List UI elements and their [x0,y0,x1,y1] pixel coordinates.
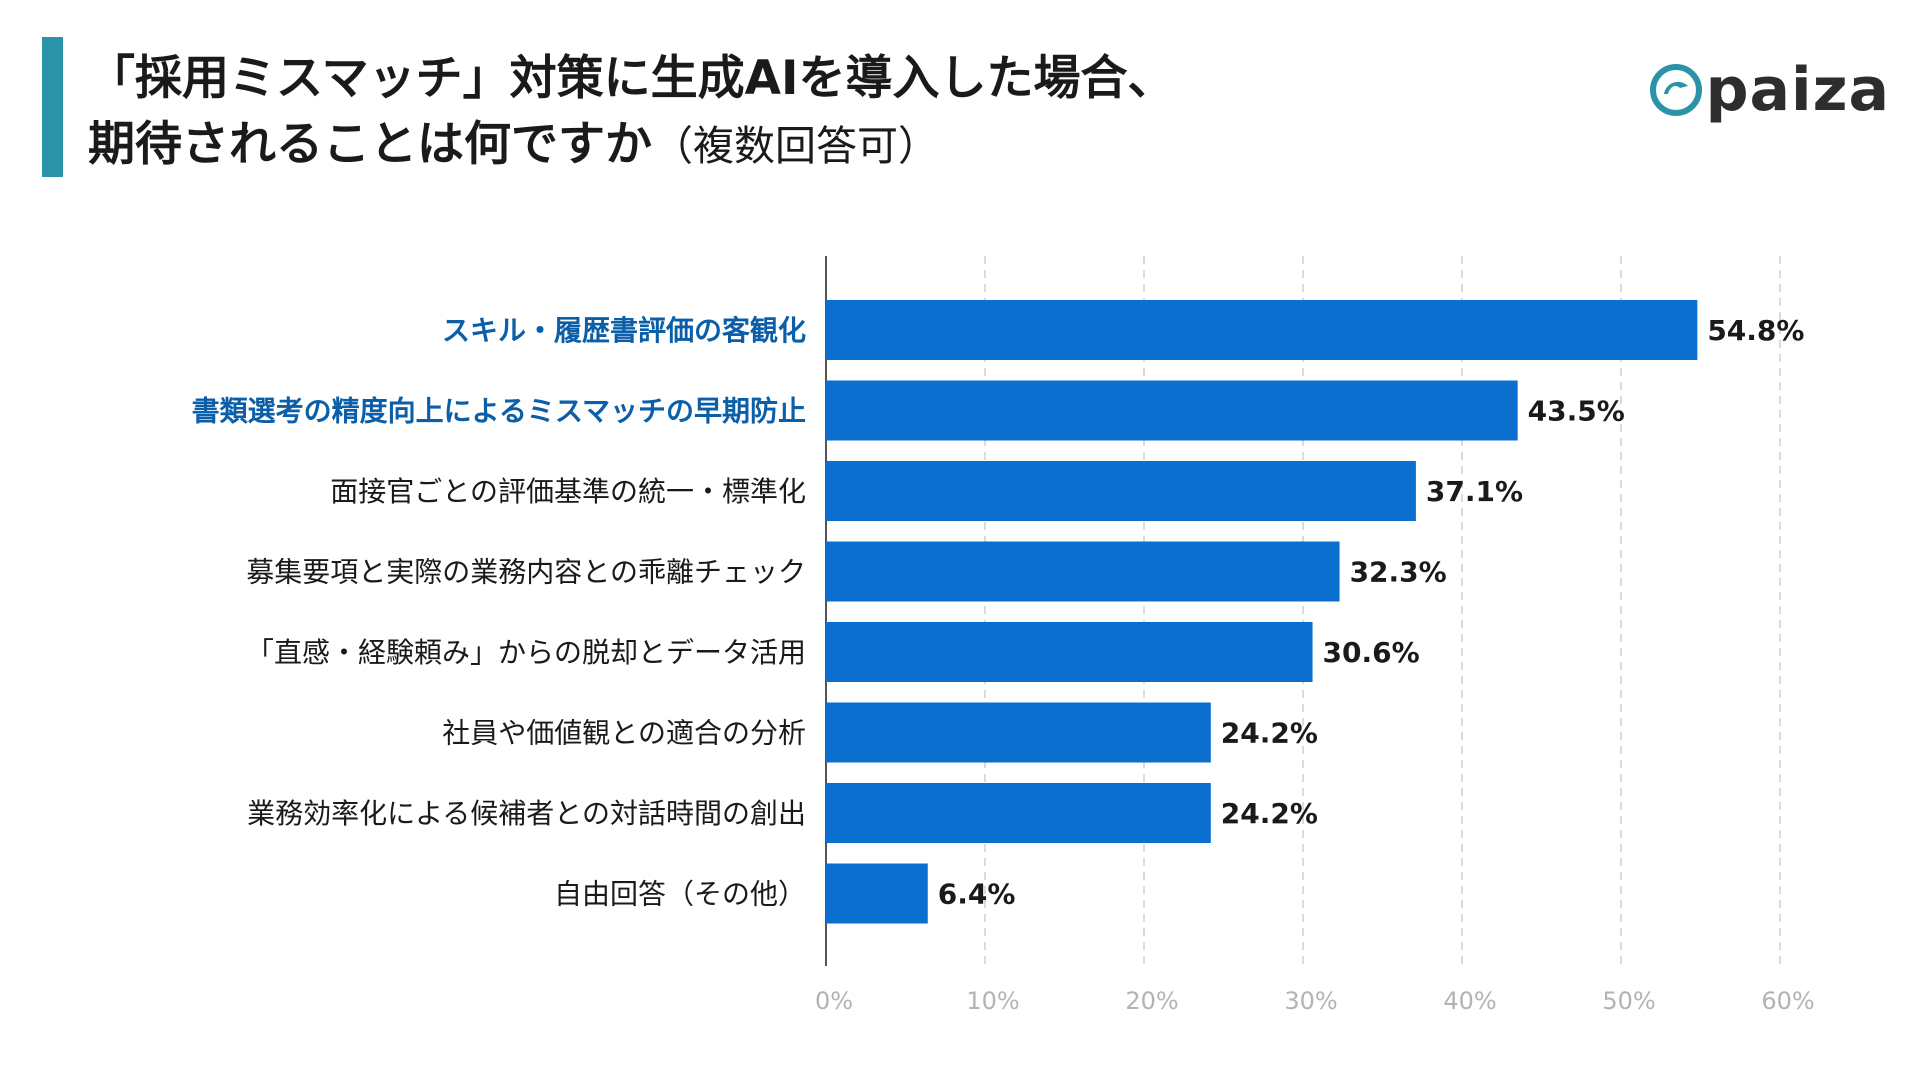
paiza-logo: paiza [1649,55,1890,125]
x-tick-label: 60% [1761,987,1814,1015]
bar [826,461,1416,521]
value-label: 43.5% [1528,395,1625,428]
bar [826,783,1211,843]
value-label: 32.3% [1350,556,1447,589]
value-label: 24.2% [1221,717,1318,750]
x-tick-label: 10% [966,987,1019,1015]
bar [826,863,928,924]
title-line-2: 期待されることは何ですか [88,116,652,172]
title-note: （複数回答可） [652,121,939,170]
bar [826,622,1313,682]
value-label: 37.1% [1426,475,1523,508]
category-label: 書類選考の精度向上によるミスマッチの早期防止 [192,395,806,428]
category-label: スキル・履歴書評価の客観化 [442,314,806,347]
bar [826,541,1340,602]
paiza-swirl-icon [1649,64,1702,116]
value-label: 54.8% [1707,314,1804,347]
x-tick-label: 30% [1284,987,1337,1015]
bar [826,702,1211,763]
category-label: 業務効率化による候補者との対話時間の創出 [247,797,806,830]
value-label: 30.6% [1323,636,1420,669]
value-label: 6.4% [938,878,1016,911]
logo-text: paiza [1705,55,1890,125]
x-tick-label: 50% [1602,987,1655,1015]
x-tick-label: 20% [1125,987,1178,1015]
category-label: 面接官ごとの評価基準の統一・標準化 [330,475,806,508]
category-label: 自由回答（その他） [554,878,806,911]
title-accent-bar [42,37,63,177]
bar [826,380,1518,441]
x-tick-label: 40% [1443,987,1496,1015]
x-tick-label: 0% [815,987,853,1015]
category-label: 「直感・経験頼み」からの脱却とデータ活用 [246,636,806,669]
bar [826,300,1698,360]
title-line-1: 「採用ミスマッチ」対策に生成AIを導入した場合、 [88,51,1175,106]
value-label: 24.2% [1221,797,1318,830]
category-label: 募集要項と実際の業務内容との乖離チェック [246,556,806,589]
category-label: 社員や価値観との適合の分析 [442,717,806,750]
chart-title: 「採用ミスマッチ」対策に生成AIを導入した場合、 期待されることは何ですか（複数… [88,46,1174,178]
